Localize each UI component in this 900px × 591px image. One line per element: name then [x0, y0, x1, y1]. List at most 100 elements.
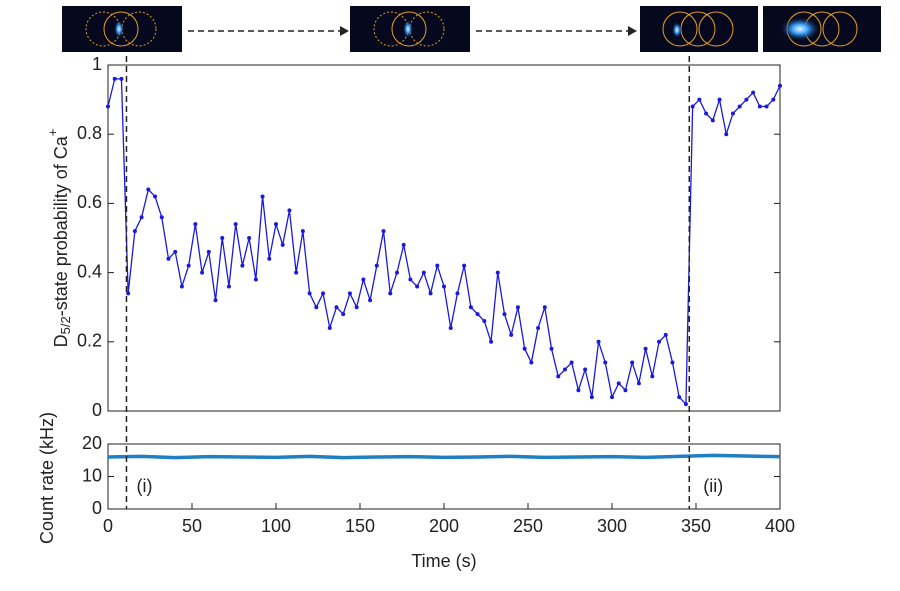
- data-point: [468, 305, 473, 310]
- data-point: [119, 76, 124, 81]
- y-tick-label: 0.2: [77, 331, 102, 351]
- data-point: [562, 367, 567, 372]
- data-point: [455, 291, 460, 296]
- data-point: [610, 395, 614, 400]
- data-point: [368, 298, 373, 303]
- y-axis-label: D5/2-state probability of Ca+: [45, 129, 73, 348]
- event-label: (ii): [703, 476, 723, 496]
- trap-circle: [391, 11, 427, 47]
- data-point: [636, 381, 641, 386]
- data-point: [435, 263, 440, 268]
- data-point: [764, 104, 769, 109]
- data-point: [307, 291, 312, 296]
- data-point: [408, 277, 413, 282]
- data-point: [724, 132, 729, 137]
- arrow-head: [628, 26, 637, 36]
- y-tick-label: 1: [92, 54, 102, 74]
- thumbnails: [62, 6, 881, 52]
- plot-frame: [107, 443, 781, 510]
- data-point: [603, 360, 608, 365]
- data-point: [657, 339, 662, 344]
- data-point: [690, 104, 695, 109]
- data-point: [200, 270, 205, 275]
- data-point: [428, 291, 433, 296]
- data-point: [757, 104, 762, 109]
- data-point: [206, 249, 211, 254]
- y-tick-label: 0.6: [77, 192, 102, 212]
- data-point: [247, 236, 252, 240]
- data-point: [260, 194, 265, 199]
- data-point: [374, 263, 379, 268]
- data-point: [287, 208, 292, 213]
- data-point: [294, 270, 299, 275]
- data-point: [132, 229, 137, 234]
- data-point: [415, 284, 420, 289]
- trap-circle: [662, 11, 698, 47]
- data-point: [139, 215, 144, 220]
- data-point: [730, 111, 735, 116]
- data-point: [347, 291, 352, 296]
- trap-circle: [698, 11, 734, 47]
- data-line: [107, 453, 781, 460]
- x-tick-label: 50: [182, 516, 202, 536]
- data-point: [663, 332, 668, 337]
- data-point: [388, 291, 393, 296]
- data-point: [522, 346, 527, 351]
- data-point: [717, 97, 722, 102]
- data-point: [361, 277, 366, 282]
- data-point: [529, 360, 534, 365]
- data-point: [166, 256, 171, 261]
- data-point: [475, 312, 480, 317]
- data-point: [173, 249, 178, 254]
- x-tick-label: 100: [261, 516, 291, 536]
- data-point: [643, 346, 648, 351]
- data-point: [334, 305, 339, 310]
- data-point: [596, 339, 601, 344]
- data-point: [710, 118, 715, 123]
- data-point: [448, 325, 453, 330]
- x-tick-label: 150: [345, 516, 375, 536]
- data-point: [421, 270, 426, 275]
- data-point: [576, 388, 581, 393]
- data-point: [623, 388, 628, 393]
- data-point: [630, 360, 635, 365]
- data-point: [697, 97, 702, 102]
- data-point: [153, 194, 158, 199]
- x-tick-label: 300: [597, 516, 627, 536]
- trap-circle: [103, 11, 139, 47]
- data-point: [737, 104, 742, 109]
- data-point: [267, 256, 272, 261]
- data-point: [616, 381, 621, 386]
- data-point: [502, 312, 507, 317]
- arrow-head: [340, 26, 349, 36]
- y-tick-label: 0.4: [77, 261, 102, 281]
- trap-circle: [822, 11, 858, 47]
- data-point: [744, 97, 749, 102]
- data-point: [771, 97, 776, 102]
- data-point: [321, 291, 326, 296]
- data-point: [509, 332, 514, 337]
- data-point: [536, 325, 541, 330]
- x-tick-label: 400: [765, 516, 795, 536]
- data-point: [146, 187, 151, 192]
- data-point: [542, 305, 547, 310]
- ion: [114, 20, 124, 38]
- data-point: [589, 395, 594, 400]
- data-point: [233, 222, 238, 227]
- y-tick-label: 0: [92, 400, 102, 420]
- data-point: [442, 284, 446, 289]
- data-point: [280, 242, 285, 247]
- data-point: [112, 76, 117, 81]
- data-point: [381, 229, 386, 234]
- data-point: [462, 263, 467, 268]
- data-point: [106, 104, 110, 109]
- data-point: [556, 374, 561, 379]
- data-point: [683, 402, 688, 407]
- y-tick-label: 0: [92, 498, 102, 518]
- event-label: (i): [136, 476, 152, 496]
- y-tick-label: 10: [82, 465, 102, 485]
- y-axis-label: Count rate (kHz): [37, 412, 57, 544]
- ion: [403, 20, 413, 38]
- data-point: [126, 291, 131, 296]
- data-point: [341, 312, 346, 317]
